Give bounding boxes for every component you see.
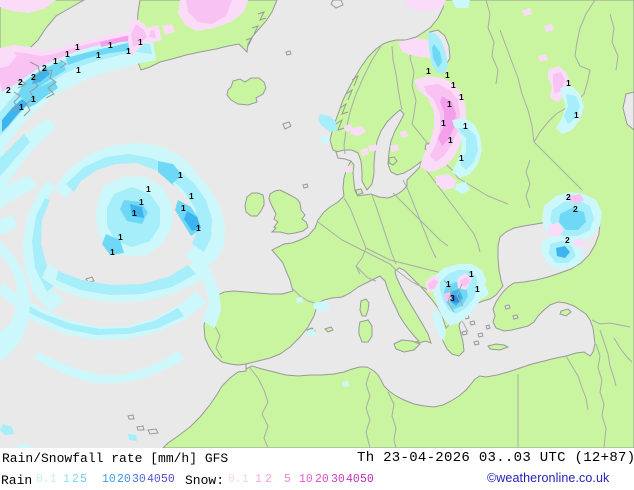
svg-text:1: 1 xyxy=(469,269,474,279)
svg-text:1: 1 xyxy=(566,78,571,88)
svg-text:2: 2 xyxy=(573,204,578,214)
svg-text:3: 3 xyxy=(450,293,455,303)
svg-text:1: 1 xyxy=(118,232,123,242)
svg-text:1: 1 xyxy=(446,279,451,289)
svg-text:2: 2 xyxy=(566,192,571,202)
svg-text:2: 2 xyxy=(31,72,36,82)
svg-text:1: 1 xyxy=(96,50,101,60)
svg-text:1: 1 xyxy=(189,191,194,201)
svg-text:1: 1 xyxy=(146,184,151,194)
svg-text:1: 1 xyxy=(459,92,464,102)
svg-text:1: 1 xyxy=(448,135,453,145)
svg-text:1: 1 xyxy=(178,170,183,180)
svg-text:1: 1 xyxy=(110,247,115,257)
svg-text:1: 1 xyxy=(426,66,431,76)
svg-text:1: 1 xyxy=(445,70,450,80)
svg-text:1: 1 xyxy=(459,153,464,163)
svg-text:1: 1 xyxy=(19,102,24,112)
svg-text:2: 2 xyxy=(18,77,23,87)
svg-text:1: 1 xyxy=(75,42,80,52)
svg-text:1: 1 xyxy=(196,223,201,233)
svg-text:1: 1 xyxy=(132,208,137,218)
svg-text:1: 1 xyxy=(451,80,456,90)
svg-text:1: 1 xyxy=(138,37,143,47)
svg-text:1: 1 xyxy=(108,40,113,50)
svg-text:1: 1 xyxy=(65,49,70,59)
svg-text:1: 1 xyxy=(475,284,480,294)
svg-text:2: 2 xyxy=(42,63,47,73)
svg-text:1: 1 xyxy=(181,203,186,213)
svg-text:1: 1 xyxy=(31,94,36,104)
svg-text:1: 1 xyxy=(447,99,452,109)
svg-text:1: 1 xyxy=(463,121,468,131)
svg-text:2: 2 xyxy=(565,235,570,245)
svg-text:1: 1 xyxy=(53,56,58,66)
svg-text:1: 1 xyxy=(139,197,144,207)
svg-text:1: 1 xyxy=(76,65,81,75)
svg-text:2: 2 xyxy=(6,85,11,95)
svg-text:1: 1 xyxy=(574,110,579,120)
svg-text:1: 1 xyxy=(441,118,446,128)
svg-text:1: 1 xyxy=(126,46,131,56)
